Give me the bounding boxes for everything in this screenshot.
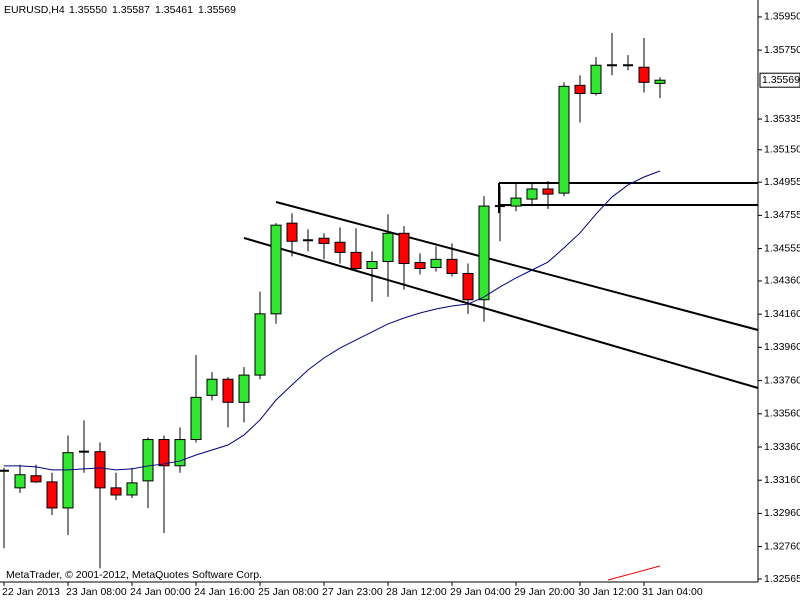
y-tick-label: 1.32960 xyxy=(764,507,800,519)
header-open: 1.35550 xyxy=(69,4,107,16)
candle-body xyxy=(286,222,298,242)
y-tick-label: 1.35950 xyxy=(764,11,800,23)
candle-body xyxy=(62,452,74,509)
y-tick-label: 1.33560 xyxy=(764,408,800,420)
candle-body xyxy=(414,262,426,270)
y-tick-label: 1.33960 xyxy=(764,341,800,353)
candle-body xyxy=(158,439,170,467)
candle-body xyxy=(94,451,106,489)
symbol: EURUSD,H4 xyxy=(4,4,65,16)
header-low: 1.35461 xyxy=(155,4,193,16)
candle-body xyxy=(654,79,666,84)
y-tick-label: 1.35335 xyxy=(764,113,800,125)
candle-body xyxy=(558,85,570,194)
y-tick-label: 1.34360 xyxy=(764,275,800,287)
x-tick-label: 28 Jan 12:00 xyxy=(386,586,447,598)
x-tick-label: 24 Jan 16:00 xyxy=(194,586,255,598)
candle-body xyxy=(382,232,394,263)
watermark: MetaTrader, © 2001-2012, MetaQuotes Soft… xyxy=(6,569,262,581)
y-tick-label: 1.33760 xyxy=(764,374,800,386)
moving-average xyxy=(4,170,661,471)
candle-body xyxy=(190,396,202,441)
candle-body xyxy=(334,241,346,253)
plot xyxy=(0,33,666,569)
y-tick-label: 1.32565 xyxy=(764,573,800,585)
candle-body xyxy=(526,188,538,200)
candle-body xyxy=(14,474,26,489)
header-close: 1.35569 xyxy=(198,4,236,16)
x-tick-label: 25 Jan 08:00 xyxy=(258,586,319,598)
trend-line xyxy=(275,201,759,331)
y-tick-label: 1.33360 xyxy=(764,441,800,453)
y-tick-label: 1.34755 xyxy=(764,209,800,221)
candle-body xyxy=(174,439,186,467)
last-price-label: 1.35569 xyxy=(762,74,800,86)
trend-line xyxy=(243,237,759,389)
x-tick-label: 24 Jan 00:00 xyxy=(130,586,191,598)
candle-body xyxy=(254,313,266,376)
y-tick-label: 1.34160 xyxy=(764,308,800,320)
candle-body xyxy=(46,481,58,509)
x-tick-label: 27 Jan 23:00 xyxy=(322,586,383,598)
header-high: 1.35587 xyxy=(112,4,150,16)
candle-body xyxy=(510,197,522,207)
x-tick-label: 23 Jan 08:00 xyxy=(66,586,127,598)
candle-body xyxy=(270,224,282,315)
candle-body xyxy=(238,374,250,403)
candle-body xyxy=(206,378,218,396)
y-tick-label: 1.35150 xyxy=(764,144,800,156)
y-tick-label: 1.33160 xyxy=(764,474,800,486)
y-tick-label: 1.35750 xyxy=(764,44,800,56)
candle-body xyxy=(222,378,234,403)
x-tick-label: 29 Jan 04:00 xyxy=(450,586,511,598)
x-tick-label: 22 Jan 2013 xyxy=(2,586,60,598)
x-tick-label: 30 Jan 12:00 xyxy=(578,586,639,598)
candle-body xyxy=(638,66,650,83)
last-price-box xyxy=(759,72,800,88)
candle-body xyxy=(126,482,138,496)
candle-body xyxy=(462,272,474,301)
y-tick-label: 1.34955 xyxy=(764,176,800,188)
candle-body xyxy=(574,84,586,94)
candle-body xyxy=(542,188,554,195)
x-tick-label: 31 Jan 04:00 xyxy=(642,586,703,598)
candle-body xyxy=(110,487,122,496)
candle-body xyxy=(318,237,330,244)
x-tick-label: 29 Jan 20:00 xyxy=(514,586,575,598)
candle-body xyxy=(590,64,602,94)
candle-body xyxy=(142,439,154,482)
indicator-line xyxy=(607,565,661,581)
y-tick-label: 1.32760 xyxy=(764,540,800,552)
candle-body xyxy=(30,475,42,483)
candle-body xyxy=(446,258,458,274)
candle-body xyxy=(398,232,410,265)
candle-body xyxy=(430,258,442,269)
candle-body xyxy=(478,205,490,301)
candle-body xyxy=(366,261,378,270)
candle-body xyxy=(350,251,362,270)
y-tick-label: 1.34555 xyxy=(764,242,800,254)
